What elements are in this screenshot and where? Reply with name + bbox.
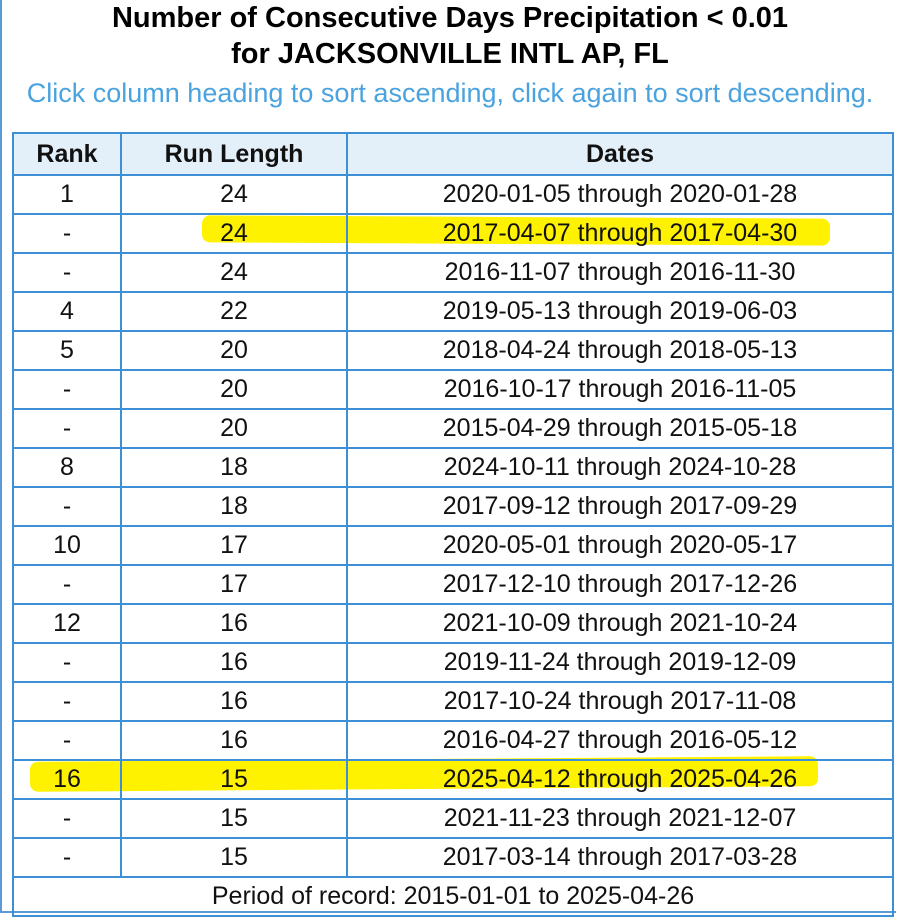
table-row: 8 18 2024-10-11 through 2024-10-28 bbox=[12, 447, 894, 488]
rank-cell: 4 bbox=[12, 291, 122, 332]
run-length-cell: 24 bbox=[120, 213, 348, 254]
dates-cell: 2018-04-24 through 2018-05-13 bbox=[346, 330, 894, 371]
sort-instructions: Click column heading to sort ascending, … bbox=[26, 78, 874, 108]
table-row: 16 15 2025-04-12 through 2025-04-26 bbox=[12, 759, 894, 800]
table-header-row: Rank Run Length Dates bbox=[12, 132, 894, 176]
table-row: -15 2021-11-23 through 2021-12-07 bbox=[12, 798, 894, 839]
table-row: 12 16 2021-10-09 through 2021-10-24 bbox=[12, 603, 894, 644]
run-length-cell: 18 bbox=[120, 447, 348, 488]
dates-cell: 2021-10-09 through 2021-10-24 bbox=[346, 603, 894, 644]
rank-cell: 5 bbox=[12, 330, 122, 371]
column-header-run-length[interactable]: Run Length bbox=[120, 132, 348, 176]
column-header-rank[interactable]: Rank bbox=[12, 132, 122, 176]
page-subtitle-station: for JACKSONVILLE INTL AP, FL bbox=[231, 38, 669, 70]
table-row: -24 2017-04-07 through 2017-04-30 bbox=[12, 213, 894, 254]
run-length-cell: 22 bbox=[120, 291, 348, 332]
table-row: -18 2017-09-12 through 2017-09-29 bbox=[12, 486, 894, 527]
rank-cell: - bbox=[12, 837, 122, 878]
rank-cell: - bbox=[12, 213, 122, 254]
run-length-cell: 16 bbox=[120, 720, 348, 761]
table-row: 10 17 2020-05-01 through 2020-05-17 bbox=[12, 525, 894, 566]
run-length-cell: 17 bbox=[120, 564, 348, 605]
run-length-cell: 15 bbox=[120, 798, 348, 839]
table-row: 4 22 2019-05-13 through 2019-06-03 bbox=[12, 291, 894, 332]
table-row: -20 2015-04-29 through 2015-05-18 bbox=[12, 408, 894, 449]
dates-cell: 2021-11-23 through 2021-12-07 bbox=[346, 798, 894, 839]
run-length-cell: 15 bbox=[120, 759, 348, 800]
table-footer-row: Period of record: 2015-01-01 to 2025-04-… bbox=[12, 876, 894, 917]
table-row: -16 2016-04-27 through 2016-05-12 bbox=[12, 720, 894, 761]
dates-cell: 2016-04-27 through 2016-05-12 bbox=[346, 720, 894, 761]
run-length-cell: 20 bbox=[120, 369, 348, 410]
run-length-cell: 20 bbox=[120, 330, 348, 371]
table-row: -17 2017-12-10 through 2017-12-26 bbox=[12, 564, 894, 605]
dates-cell: 2025-04-12 through 2025-04-26 bbox=[346, 759, 894, 800]
page-title: Number of Consecutive Days Precipitation… bbox=[111, 2, 789, 34]
table-row: 1 24 2020-01-05 through 2020-01-28 bbox=[12, 174, 894, 215]
rank-cell: - bbox=[12, 681, 122, 722]
table-row: -15 2017-03-14 through 2017-03-28 bbox=[12, 837, 894, 878]
run-length-cell: 17 bbox=[120, 525, 348, 566]
run-length-cell: 24 bbox=[120, 174, 348, 215]
rank-cell: - bbox=[12, 408, 122, 449]
run-length-cell: 16 bbox=[120, 642, 348, 683]
rank-cell: 16 bbox=[12, 759, 122, 800]
run-length-cell: 16 bbox=[120, 603, 348, 644]
dates-cell: 2019-05-13 through 2019-06-03 bbox=[346, 291, 894, 332]
table-row: -20 2016-10-17 through 2016-11-05 bbox=[12, 369, 894, 410]
period-of-record: Period of record: 2015-01-01 to 2025-04-… bbox=[12, 876, 894, 917]
table-row: -16 2017-10-24 through 2017-11-08 bbox=[12, 681, 894, 722]
run-length-cell: 16 bbox=[120, 681, 348, 722]
rank-cell: - bbox=[12, 798, 122, 839]
run-length-cell: 18 bbox=[120, 486, 348, 527]
dates-cell: 2017-12-10 through 2017-12-26 bbox=[346, 564, 894, 605]
table-body: 1 24 2020-01-05 through 2020-01-28-24 2017-… bbox=[12, 174, 894, 878]
rank-cell: - bbox=[12, 369, 122, 410]
rank-cell: - bbox=[12, 486, 122, 527]
dates-cell: 2016-11-07 through 2016-11-30 bbox=[346, 252, 894, 293]
rank-cell: 12 bbox=[12, 603, 122, 644]
dates-cell: 2015-04-29 through 2015-05-18 bbox=[346, 408, 894, 449]
dates-cell: 2016-10-17 through 2016-11-05 bbox=[346, 369, 894, 410]
run-length-cell: 24 bbox=[120, 252, 348, 293]
run-length-cell: 20 bbox=[120, 408, 348, 449]
dates-cell: 2020-05-01 through 2020-05-17 bbox=[346, 525, 894, 566]
dates-cell: 2017-09-12 through 2017-09-29 bbox=[346, 486, 894, 527]
dates-cell: 2017-10-24 through 2017-11-08 bbox=[346, 681, 894, 722]
rank-cell: 8 bbox=[12, 447, 122, 488]
table-row: 5 20 2018-04-24 through 2018-05-13 bbox=[12, 330, 894, 371]
table-row: -16 2019-11-24 through 2019-12-09 bbox=[12, 642, 894, 683]
table-row: -24 2016-11-07 through 2016-11-30 bbox=[12, 252, 894, 293]
dates-cell: 2019-11-24 through 2019-12-09 bbox=[346, 642, 894, 683]
rank-cell: - bbox=[12, 564, 122, 605]
runs-table: Rank Run Length Dates 1 24 2020-01-05 thro… bbox=[12, 132, 894, 917]
dates-cell: 2020-01-05 through 2020-01-28 bbox=[346, 174, 894, 215]
column-header-dates[interactable]: Dates bbox=[346, 132, 894, 176]
dates-cell: 2024-10-11 through 2024-10-28 bbox=[346, 447, 894, 488]
dates-cell: 2017-03-14 through 2017-03-28 bbox=[346, 837, 894, 878]
dates-cell: 2017-04-07 through 2017-04-30 bbox=[346, 213, 894, 254]
rank-cell: - bbox=[12, 642, 122, 683]
rank-cell: 1 bbox=[12, 174, 122, 215]
rank-cell: - bbox=[12, 720, 122, 761]
run-length-cell: 15 bbox=[120, 837, 348, 878]
rank-cell: - bbox=[12, 252, 122, 293]
rank-cell: 10 bbox=[12, 525, 122, 566]
